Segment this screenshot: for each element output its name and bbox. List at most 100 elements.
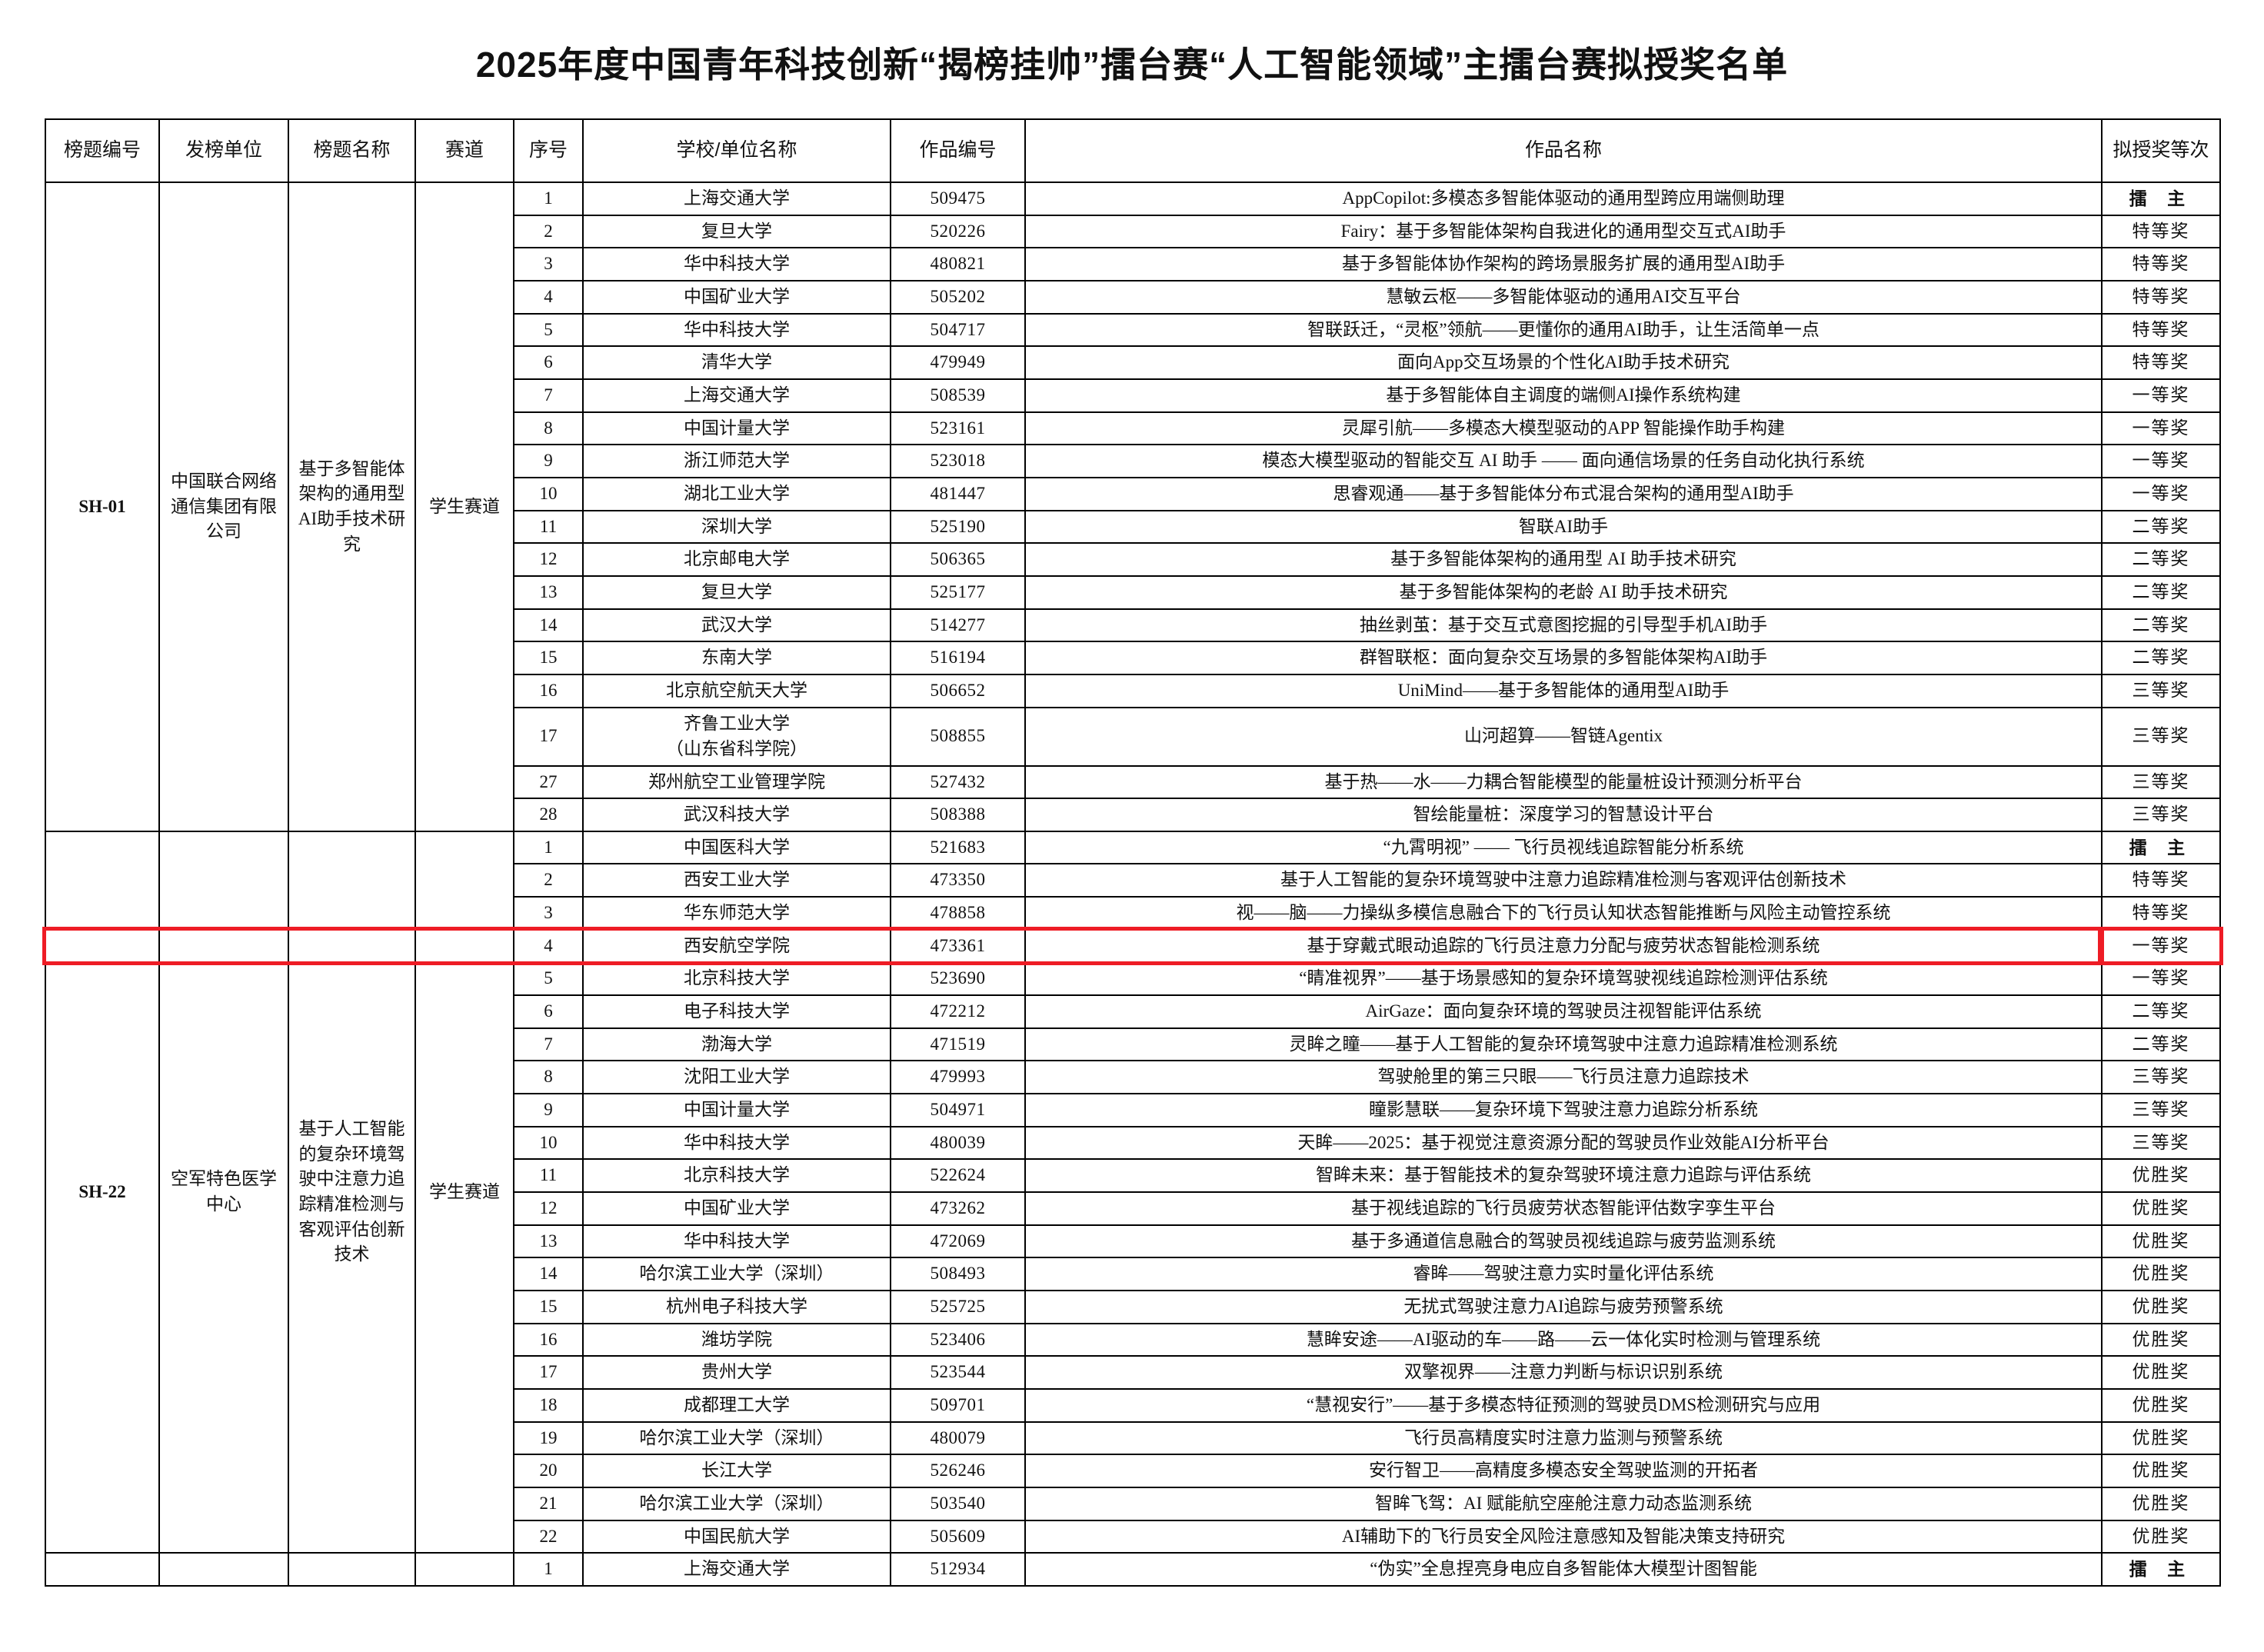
cell-seq: 10	[513, 476, 584, 511]
cell-work-name: 基于穿戴式眼动追踪的飞行员注意力分配与疲劳状态智能检测系统	[1024, 928, 2103, 964]
cell-school: 中国计量大学	[582, 1093, 891, 1127]
cell-award-level: 优胜奖	[2101, 1191, 2221, 1226]
cell-school: 杭州电子科技大学	[582, 1290, 891, 1324]
cell-school: 哈尔滨工业大学（深圳）	[582, 1486, 891, 1521]
group-issuing-unit: 中国联合网络通信集团有限公司	[158, 182, 289, 832]
cell-work-no: 505202	[890, 279, 1026, 315]
cell-school: 复旦大学	[582, 214, 891, 249]
cell-work-no: 527432	[890, 764, 1026, 800]
cell-award-level: 一等奖	[2101, 444, 2221, 478]
cell-award-level: 擂 主	[2101, 1552, 2221, 1587]
cell-work-name: 驾驶舱里的第三只眼——飞行员注意力追踪技术	[1024, 1060, 2103, 1095]
cell-work-no: 525725	[890, 1290, 1026, 1324]
cell-work-no: 525177	[890, 575, 1026, 610]
cell-work-no: 525190	[890, 509, 1026, 545]
cell-award-level: 二等奖	[2101, 575, 2221, 610]
table-row: 16 北京航空航天大学 506652 UniMind——基于多智能体的通用型AI助手三…	[45, 673, 2221, 708]
cell-work-no: 508493	[890, 1257, 1026, 1291]
cell-award-level: 特等奖	[2101, 279, 2221, 315]
cell-award-level: 优胜奖	[2101, 1486, 2221, 1521]
cell-award-level: 三等奖	[2101, 798, 2221, 832]
table-body: SH-01 中国联合网络通信集团有限公司 基于多智能体架构的通用型AI助手技术研究学…	[45, 182, 2221, 1587]
cell-seq: 20	[513, 1454, 584, 1488]
cell-award-level: 一等奖	[2101, 961, 2221, 997]
table-row: 27 郑州航空工业管理学院 527432 基于热——水——力耦合智能模型的能量桩设计预…	[45, 764, 2221, 800]
cell-seq: 27	[513, 764, 584, 800]
cell-work-no: 526246	[890, 1454, 1026, 1488]
cell-award-level: 特等奖	[2101, 312, 2221, 348]
cell-award-level: 一等奖	[2101, 928, 2221, 964]
cell-work-name: UniMind——基于多智能体的通用型AI助手	[1024, 673, 2103, 708]
table-row: 12 中国矿业大学 473262 基于视线追踪的飞行员疲劳状态智能评估数字孪生平台 优胜…	[45, 1191, 2221, 1226]
cell-work-name: 思睿观通——基于多智能体分布式混合架构的通用型AI助手	[1024, 476, 2103, 511]
cell-work-name: 双擎视界——注意力判断与标识识别系统	[1024, 1355, 2103, 1390]
cell-award-level: 三等奖	[2101, 1093, 2221, 1127]
cell-seq: 3	[513, 247, 584, 281]
cell-work-name: 飞行员高精度实时注意力监测与预警系统	[1024, 1421, 2103, 1456]
table-row: 11 北京科技大学 522624 智眸未来：基于智能技术的复杂驾驶环境注意力追踪与评估…	[45, 1158, 2221, 1194]
cell-school: 华中科技大学	[582, 312, 891, 348]
cell-school: 湖北工业大学	[582, 476, 891, 511]
cell-school: 沈阳工业大学	[582, 1060, 891, 1095]
table-row: 22 中国民航大学 505609 AI辅助下的飞行员安全风险注意感知及智能决策支持研究…	[45, 1519, 2221, 1554]
cell-work-no: 471519	[890, 1027, 1026, 1062]
group-track: 学生赛道	[415, 830, 514, 1554]
cell-school: 贵州大学	[582, 1355, 891, 1390]
table-row: 13 华中科技大学 472069 基于多通道信息融合的驾驶员视线追踪与疲劳监测系统 优胜…	[45, 1224, 2221, 1259]
cell-seq: 13	[513, 1224, 584, 1259]
cell-seq: 4	[513, 928, 584, 964]
cell-award-level: 特等奖	[2101, 896, 2221, 931]
cell-work-no: 514277	[890, 608, 1026, 643]
cell-work-no: 472069	[890, 1224, 1026, 1259]
cell-work-no: 523544	[890, 1355, 1026, 1390]
cell-school: 浙江师范大学	[582, 444, 891, 478]
cell-school: 北京科技大学	[582, 961, 891, 997]
cell-award-level: 一等奖	[2101, 378, 2221, 413]
cell-award-level: 二等奖	[2101, 509, 2221, 545]
cell-work-no: 522624	[890, 1158, 1026, 1194]
award-list-table: 榜题编号 发榜单位 榜题名称 赛道 序号 学校/单位名称 作品编号 作品名称 拟…	[45, 118, 2221, 1587]
cell-work-name: 睿眸——驾驶注意力实时量化评估系统	[1024, 1257, 2103, 1291]
cell-work-name: 基于多智能体协作架构的跨场景服务扩展的通用型AI助手	[1024, 247, 2103, 281]
cell-seq: 4	[513, 279, 584, 315]
table-row: 14 哈尔滨工业大学（深圳） 508493 睿眸——驾驶注意力实时量化评估系统 优胜奖	[45, 1257, 2221, 1291]
cell-work-no: 509475	[890, 182, 1026, 216]
table-row: 5 华中科技大学 504717 智联跃迁，“灵枢”领航——更懂你的通用AI助手，让生活…	[45, 312, 2221, 348]
header-seq: 序号	[513, 118, 584, 183]
cell-award-level: 优胜奖	[2101, 1355, 2221, 1390]
cell-school: 深圳大学	[582, 509, 891, 545]
cell-award-level: 擂 主	[2101, 182, 2221, 216]
cell-work-no: 504717	[890, 312, 1026, 348]
table-row: SH-01 中国联合网络通信集团有限公司 基于多智能体架构的通用型AI助手技术研究学…	[45, 182, 2221, 832]
cell-award-level: 一等奖	[2101, 476, 2221, 511]
cell-seq: 7	[513, 378, 584, 413]
cell-work-no: 504971	[890, 1093, 1026, 1127]
table-row: 8 中国计量大学 523161 灵犀引航——多模态大模型驱动的APP 智能操作助手构建…	[45, 411, 2221, 446]
cell-work-name: AppCopilot:多模态多智能体驱动的通用型跨应用端侧助理	[1024, 182, 2103, 216]
group-issuing-unit	[158, 1552, 289, 1587]
cell-award-level: 三等奖	[2101, 1060, 2221, 1095]
cell-work-no: 523161	[890, 411, 1026, 446]
cell-award-level: 特等奖	[2101, 863, 2221, 898]
cell-school: 长江大学	[582, 1454, 891, 1488]
cell-seq: 3	[513, 896, 584, 931]
cell-seq: 2	[513, 214, 584, 249]
cell-seq: 2	[513, 863, 584, 898]
cell-work-no: 480079	[890, 1421, 1026, 1456]
table-row: 15 杭州电子科技大学 525725 无扰式驾驶注意力AI追踪与疲劳预警系统 优胜奖	[45, 1290, 2221, 1324]
cell-work-name: 基于人工智能的复杂环境驾驶中注意力追踪精准检测与客观评估创新技术	[1024, 863, 2103, 898]
group-topic-name: 基于多智能体架构的通用型AI助手技术研究	[288, 182, 416, 832]
cell-seq: 12	[513, 542, 584, 577]
page-title: 2025年度中国青年科技创新“揭榜挂帅”擂台赛“人工智能领域”主擂台赛拟授奖名单	[475, 45, 1789, 85]
cell-school: 上海交通大学	[582, 378, 891, 413]
table-row: 21 哈尔滨工业大学（深圳） 503540 智眸飞驾：AI 赋能航空座舱注意力动态监测…	[45, 1486, 2221, 1521]
cell-seq: 28	[513, 798, 584, 832]
table-row: 9 浙江师范大学 523018 模态大模型驱动的智能交互 AI 助手 —— 面向通信场…	[45, 444, 2221, 478]
cell-seq: 14	[513, 608, 584, 643]
header-track: 赛道	[415, 118, 514, 183]
table-row: 10 湖北工业大学 481447 思睿观通——基于多智能体分布式混合架构的通用型AI助…	[45, 476, 2221, 511]
header-school: 学校/单位名称	[582, 118, 891, 183]
cell-seq: 7	[513, 1027, 584, 1062]
cell-work-no: 523690	[890, 961, 1026, 997]
